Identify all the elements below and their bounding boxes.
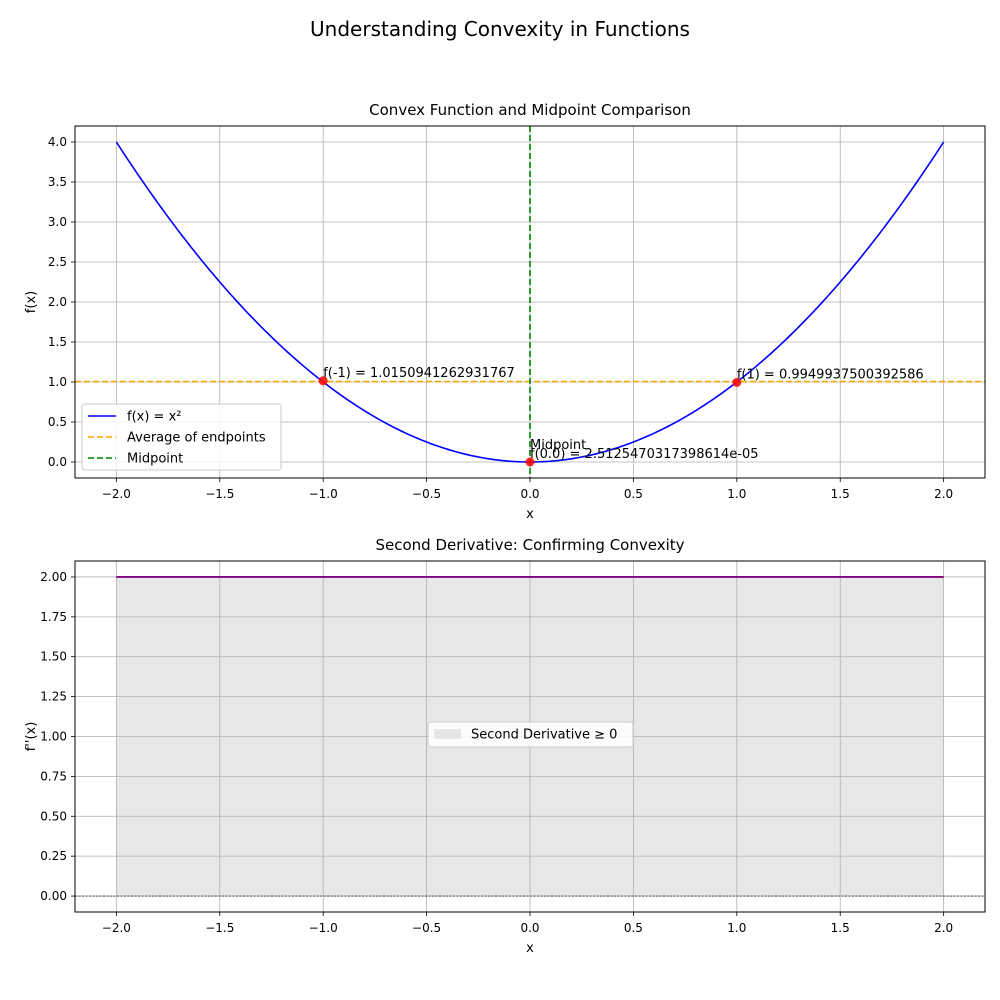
y-tick-label: 2.5: [48, 255, 67, 269]
legend-label: f(x) = x²: [127, 410, 181, 425]
x-tick-label: 0.0: [520, 921, 539, 935]
data-point-marker: [318, 376, 328, 386]
data-point-label: f(1) = 0.9949937500392586: [737, 367, 924, 382]
x-axis-label: x: [526, 507, 534, 522]
x-tick-label: 1.5: [831, 921, 850, 935]
y-tick-label: 0.50: [40, 809, 67, 823]
data-point-label: f(-1) = 1.0150941262931767: [323, 366, 515, 381]
x-tick-label: 0.5: [624, 487, 643, 501]
x-tick-label: 0.0: [520, 487, 539, 501]
x-tick-label: 2.0: [934, 487, 953, 501]
x-tick-label: −1.5: [205, 487, 234, 501]
data-point-marker: [732, 377, 742, 387]
convex-function-subplot: f(-1) = 1.0150941262931767 f(1) = 0.99499…: [24, 101, 986, 522]
y-tick-label: 1.0: [48, 375, 67, 389]
y-tick-label: 0.00: [40, 889, 67, 903]
y-tick-label: 0.5: [48, 415, 67, 429]
x-tick-label: −2.0: [102, 921, 131, 935]
y-tick-label: 1.75: [40, 610, 67, 624]
y-tick-label: 1.25: [40, 690, 67, 704]
y-tick-label: 3.0: [48, 215, 67, 229]
x-tick-label: 1.5: [831, 487, 850, 501]
data-point-label: f(0.0) = 2.5125470317398614e-05: [530, 447, 759, 462]
y-tick-label: 0.0: [48, 455, 67, 469]
legend-box: [81, 403, 282, 471]
y-tick-label: 0.75: [40, 769, 67, 783]
legend-box: [427, 721, 634, 748]
y-tick-label: 0.25: [40, 849, 67, 863]
x-tick-label: 0.5: [624, 921, 643, 935]
legend-label: Second Derivative ≥ 0: [471, 728, 617, 743]
x-axis-label: x: [526, 941, 534, 956]
x-tick-label: 2.0: [934, 921, 953, 935]
subplot-title: Convex Function and Midpoint Comparison: [369, 101, 691, 119]
second-derivative-subplot: −2.0 −1.5 −1.0 −0.5 0.0 0.5 1.0 1.5 2.0 0.00 0.25 0…: [24, 536, 986, 956]
y-tick-label: 1.00: [40, 730, 67, 744]
legend-label: Midpoint: [127, 452, 183, 467]
y-tick-label: 2.00: [40, 570, 67, 584]
data-point-marker: [525, 457, 535, 467]
x-tick-label: −1.0: [309, 921, 338, 935]
midpoint-annotation: Midpoint: [530, 438, 586, 453]
x-tick-label: −2.0: [102, 487, 131, 501]
x-tick-label: −1.5: [205, 921, 234, 935]
x-tick-label: −1.0: [309, 487, 338, 501]
y-tick-label: 1.50: [40, 650, 67, 664]
x-tick-label: 1.0: [727, 921, 746, 935]
subplot-title: Second Derivative: Confirming Convexity: [375, 536, 684, 554]
y-tick-label: 2.0: [48, 295, 67, 309]
x-tick-label: 1.0: [727, 487, 746, 501]
x-tick-label: −0.5: [412, 921, 441, 935]
figure-suptitle: Understanding Convexity in Functions: [310, 17, 690, 41]
y-tick-label: 3.5: [48, 175, 67, 189]
y-axis-label: f(x): [24, 291, 39, 313]
legend-label: Average of endpoints: [127, 431, 266, 446]
legend-swatch: [434, 729, 461, 739]
y-axis-label: f''(x): [24, 722, 39, 752]
y-tick-label: 4.0: [48, 135, 67, 149]
x-tick-label: −0.5: [412, 487, 441, 501]
y-tick-label: 1.5: [48, 335, 67, 349]
